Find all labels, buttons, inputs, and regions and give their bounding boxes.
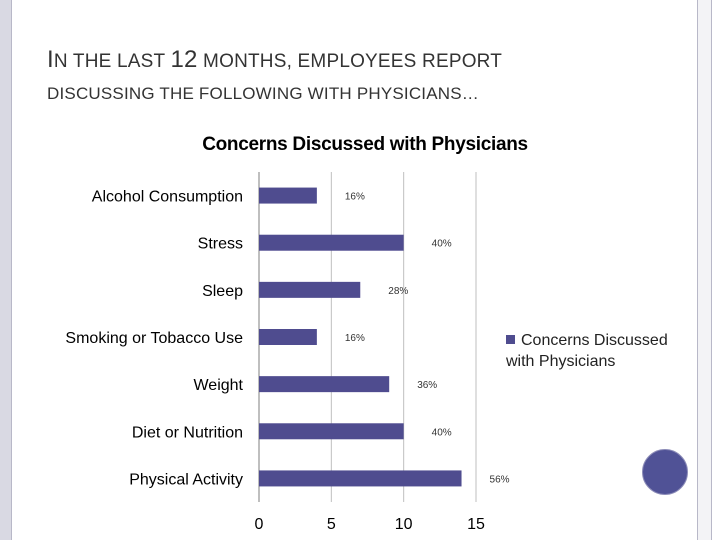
category-label: Weight [193, 377, 243, 394]
x-tick-label: 0 [255, 516, 264, 533]
data-label: 40% [432, 427, 452, 438]
bar [259, 281, 361, 298]
bar [259, 234, 404, 251]
category-label: Stress [198, 236, 243, 253]
x-tick-label: 5 [327, 516, 336, 533]
category-label: Sleep [202, 283, 243, 300]
legend-label-line1: Concerns Discussed [521, 332, 668, 349]
bar [259, 470, 462, 487]
data-label: 16% [345, 333, 365, 344]
decorative-circle [642, 449, 688, 495]
bar [259, 187, 317, 204]
data-label: 28% [388, 286, 408, 297]
slide-right-border [697, 0, 712, 540]
data-label: 16% [345, 192, 365, 203]
category-label: Smoking or Tobacco Use [65, 330, 243, 347]
slide-title: IN THE LAST 12 MONTHS, EMPLOYEES REPORT … [47, 44, 647, 110]
chart-legend: Concerns Discussed with Physicians [506, 330, 706, 372]
data-label: 36% [417, 380, 437, 391]
bar [259, 376, 390, 393]
data-label: 56% [490, 474, 510, 485]
x-tick-label: 10 [395, 516, 413, 533]
legend-swatch [506, 335, 515, 344]
x-tick-label: 15 [467, 516, 485, 533]
bar [259, 423, 404, 440]
slide-left-border [0, 0, 12, 540]
chart-title: Concerns Discussed with Physicians [202, 134, 528, 155]
category-label: Physical Activity [129, 471, 243, 488]
slide-title-line1: IN THE LAST 12 MONTHS, EMPLOYEES REPORT [47, 46, 503, 73]
legend-label-line2: with Physicians [506, 353, 616, 370]
category-label: Alcohol Consumption [92, 189, 243, 206]
slide-title-line2: DISCUSSING THE FOLLOWING WITH PHYSICIANS… [47, 84, 479, 103]
data-label: 40% [432, 239, 452, 250]
bar [259, 329, 317, 345]
category-label: Diet or Nutrition [132, 424, 243, 441]
